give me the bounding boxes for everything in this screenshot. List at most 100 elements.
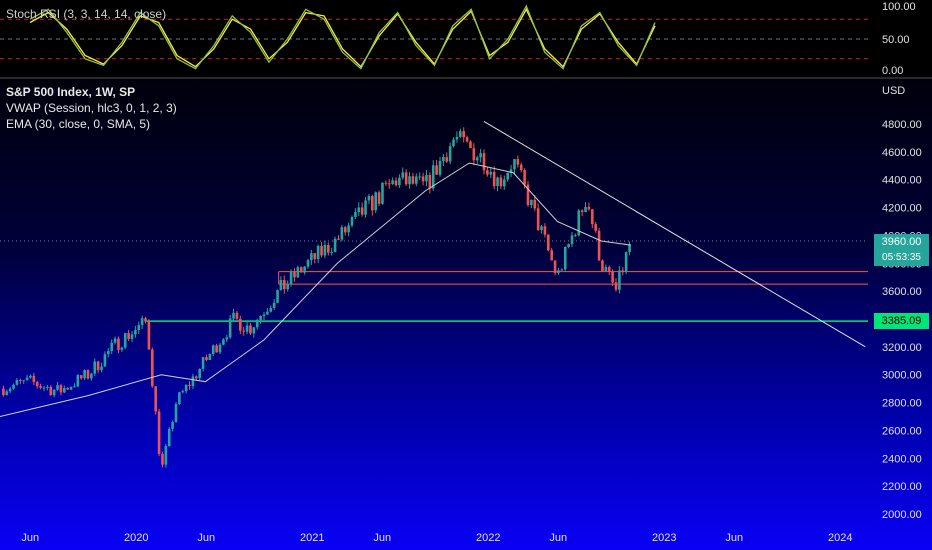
candle[interactable] (2, 388, 5, 396)
candle[interactable] (137, 325, 141, 331)
candle[interactable] (543, 226, 547, 235)
candle[interactable] (587, 206, 591, 210)
candle[interactable] (523, 170, 526, 185)
candle[interactable] (272, 302, 276, 308)
symbol-legend[interactable]: S&P 500 Index, 1W, SP (6, 85, 136, 99)
candle[interactable] (127, 333, 130, 339)
candle[interactable] (205, 357, 208, 361)
candle[interactable] (198, 368, 201, 379)
candle[interactable] (604, 267, 608, 272)
candle[interactable] (611, 271, 614, 283)
candle[interactable] (313, 253, 317, 260)
candle[interactable] (46, 386, 49, 388)
candle[interactable] (225, 337, 229, 340)
candle[interactable] (350, 216, 354, 226)
candle[interactable] (357, 207, 361, 213)
candle[interactable] (39, 386, 42, 388)
candle[interactable] (117, 338, 120, 350)
candle[interactable] (337, 238, 340, 240)
candle[interactable] (492, 171, 496, 187)
candle[interactable] (259, 316, 262, 320)
candle[interactable] (269, 307, 273, 312)
candle[interactable] (293, 271, 296, 278)
candle[interactable] (367, 195, 371, 201)
candle[interactable] (120, 347, 124, 350)
candle[interactable] (496, 177, 499, 187)
candle[interactable] (387, 183, 391, 185)
candle[interactable] (147, 321, 151, 350)
candle[interactable] (597, 230, 601, 261)
candle[interactable] (279, 280, 283, 290)
candle[interactable] (479, 153, 482, 158)
candle[interactable] (266, 311, 269, 315)
vwap-legend[interactable]: VWAP (Session, hlc3, 0, 1, 2, 3) (6, 101, 177, 115)
candle[interactable] (283, 280, 286, 290)
candle[interactable] (59, 385, 63, 393)
candle[interactable] (42, 387, 46, 389)
candle[interactable] (25, 377, 29, 381)
candle[interactable] (360, 207, 364, 215)
candle[interactable] (519, 164, 523, 171)
candle[interactable] (320, 245, 323, 256)
stoch-rsi-legend[interactable]: Stoch RSI (3, 3, 14, 14, close) (6, 7, 167, 21)
candle[interactable] (303, 266, 306, 273)
candle[interactable] (452, 139, 455, 147)
candle[interactable] (618, 270, 621, 290)
pane-separator[interactable] (0, 77, 932, 79)
candle[interactable] (394, 180, 398, 186)
candle[interactable] (96, 361, 100, 371)
candle[interactable] (516, 159, 520, 165)
candle[interactable] (249, 325, 252, 334)
candle[interactable] (560, 269, 564, 271)
candle[interactable] (289, 271, 293, 285)
candle[interactable] (232, 312, 235, 319)
candle[interactable] (506, 172, 509, 180)
candle[interactable] (310, 253, 313, 261)
candle[interactable] (32, 375, 36, 383)
candle[interactable] (208, 354, 212, 361)
candle[interactable] (299, 267, 303, 273)
candle[interactable] (123, 333, 127, 348)
candle[interactable] (195, 376, 198, 379)
ema-line[interactable] (0, 162, 631, 417)
candle[interactable] (15, 379, 19, 385)
candle[interactable] (8, 388, 12, 392)
candle[interactable] (557, 270, 560, 273)
candle[interactable] (418, 176, 421, 178)
candle[interactable] (66, 387, 69, 390)
candle[interactable] (29, 375, 32, 378)
candle[interactable] (330, 251, 333, 253)
candle[interactable] (211, 345, 215, 355)
candle[interactable] (222, 339, 225, 345)
candle[interactable] (113, 338, 117, 343)
candle[interactable] (5, 391, 9, 396)
candle[interactable] (191, 376, 195, 387)
candle[interactable] (425, 174, 428, 182)
candle[interactable] (255, 319, 259, 328)
candle[interactable] (201, 357, 205, 369)
candle[interactable] (178, 392, 181, 404)
candle[interactable] (465, 137, 469, 142)
candle[interactable] (49, 386, 53, 396)
stoch-d-line[interactable] (29, 7, 656, 68)
candle[interactable] (621, 270, 625, 272)
candle[interactable] (475, 157, 479, 161)
candle[interactable] (184, 384, 188, 392)
candle[interactable] (408, 176, 411, 185)
candle[interactable] (404, 172, 408, 185)
candle[interactable] (63, 387, 66, 393)
candle[interactable] (245, 325, 249, 332)
candle[interactable] (371, 195, 374, 211)
candle[interactable] (374, 192, 377, 211)
candle[interactable] (235, 312, 239, 319)
candle[interactable] (624, 252, 628, 272)
candle[interactable] (364, 200, 367, 215)
candle[interactable] (56, 385, 59, 390)
candle[interactable] (540, 226, 543, 231)
candle[interactable] (486, 170, 489, 175)
candle[interactable] (157, 411, 161, 454)
candle[interactable] (343, 227, 347, 233)
candle[interactable] (584, 206, 587, 213)
candle[interactable] (316, 245, 320, 260)
